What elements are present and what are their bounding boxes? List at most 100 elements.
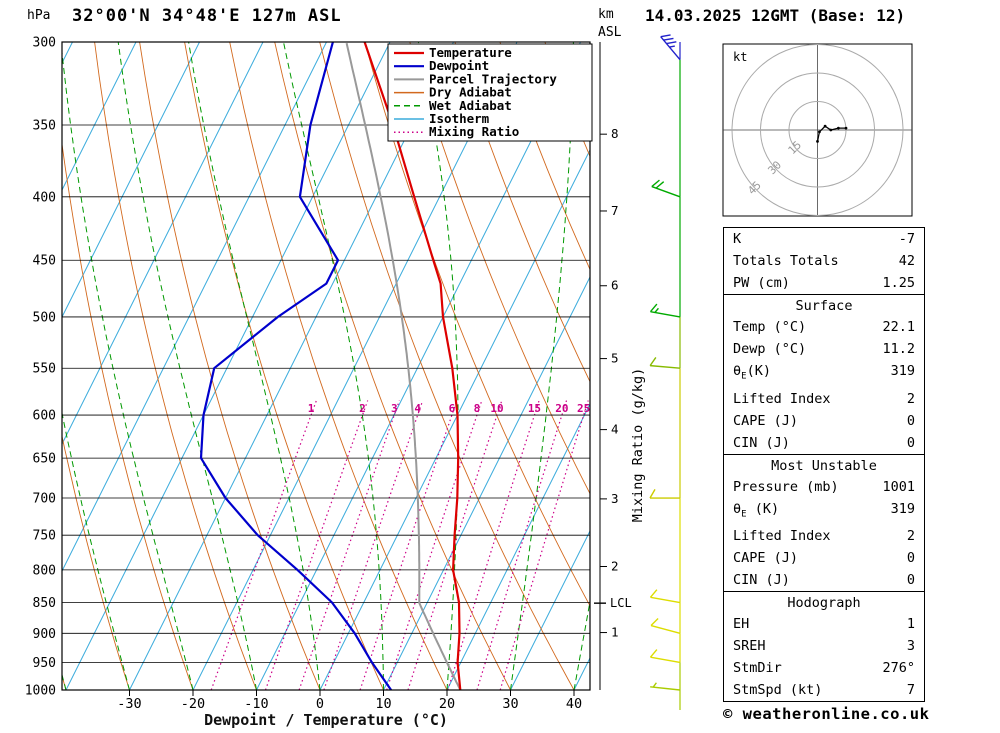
pressure-tick-label: 350 bbox=[33, 118, 56, 133]
table-row-value: 319 bbox=[890, 500, 915, 517]
table-row: EH 1 bbox=[724, 613, 924, 635]
isotherm-line bbox=[62, 42, 327, 573]
isotherm-line bbox=[192, 42, 518, 690]
pressure-tick-label: 400 bbox=[33, 190, 56, 205]
table-section-title: Surface bbox=[795, 298, 853, 314]
table-row: CIN (J) 0 bbox=[724, 432, 924, 454]
table-row: CIN (J) 0 bbox=[724, 569, 924, 591]
km-tick-label: 8 bbox=[611, 126, 619, 141]
table-row-label: Pressure (mb) bbox=[733, 478, 839, 495]
legend-label: Wet Adiabat bbox=[429, 98, 512, 113]
mixing-ratio-label: 2 bbox=[359, 402, 366, 415]
hodograph-ring bbox=[760, 72, 875, 188]
legend-label: Mixing Ratio bbox=[429, 124, 519, 139]
table-row-value: 7 bbox=[906, 682, 915, 699]
table-row-value: 276° bbox=[882, 660, 915, 677]
isotherm-line bbox=[446, 402, 590, 690]
table-row-label: EH bbox=[733, 616, 750, 633]
hodograph-trace-point bbox=[823, 124, 827, 128]
dry-adiabat-line bbox=[62, 434, 130, 690]
table-row-value: 0 bbox=[906, 412, 915, 429]
table-row-label: Dewp (°C) bbox=[733, 341, 807, 357]
pressure-tick-label: 300 bbox=[33, 36, 56, 51]
mixing-ratio-label: 15 bbox=[528, 402, 541, 415]
legend-label: Isotherm bbox=[429, 111, 490, 126]
table-row: CAPE (J) 0 bbox=[724, 547, 924, 569]
table-row: SREH 3 bbox=[724, 635, 924, 657]
temp-tick-label: 30 bbox=[502, 696, 518, 712]
table-row-value: 3 bbox=[906, 638, 915, 655]
table-row-label: CIN (J) bbox=[733, 572, 790, 589]
table-row-value: 1.25 bbox=[882, 275, 915, 291]
hodograph-unit-label: kt bbox=[733, 50, 747, 64]
wet-adiabat-line bbox=[62, 410, 130, 690]
table-row-label: PW (cm) bbox=[733, 275, 790, 291]
pressure-tick-label: 1000 bbox=[25, 684, 56, 699]
km-tick-label: 6 bbox=[611, 278, 619, 293]
wind-barb bbox=[650, 364, 681, 369]
temp-tick-label: 20 bbox=[439, 696, 455, 712]
sounding-profiles bbox=[199, 42, 462, 690]
table-row-label: SREH bbox=[733, 638, 766, 655]
table-row: Dewp (°C) 11.2 bbox=[724, 338, 924, 360]
pressure-tick-label: 850 bbox=[33, 596, 56, 611]
table-row-label: Totals Totals bbox=[733, 253, 839, 269]
isotherm-line bbox=[62, 42, 137, 192]
dry-adiabat-line bbox=[94, 42, 257, 690]
mixing-ratio-label: 10 bbox=[490, 402, 503, 415]
table-row-label: CIN (J) bbox=[733, 434, 790, 451]
indices-tables: K -7 Totals Totals 42 PW (cm) 1.25 Surface Temp… bbox=[723, 227, 925, 703]
table-row-label: CAPE (J) bbox=[733, 412, 799, 429]
table-row: θE(K) 319 bbox=[724, 360, 924, 388]
table-row: StmSpd (kt) 7 bbox=[724, 679, 924, 701]
table-row-value: 319 bbox=[890, 363, 915, 379]
table-row: θE (K) 319 bbox=[724, 498, 924, 526]
mixing-ratio-line bbox=[359, 400, 458, 690]
wind-barb bbox=[650, 686, 681, 691]
table-row: PW (cm) 1.25 bbox=[724, 272, 924, 294]
wind-barb bbox=[650, 596, 681, 604]
mixing-ratio-line bbox=[386, 400, 483, 690]
table-row-label: θE(K) bbox=[733, 363, 771, 382]
pressure-tick-label: 650 bbox=[33, 452, 56, 467]
table-row: Lifted Index 2 bbox=[724, 388, 924, 410]
km-tick-label: 5 bbox=[611, 351, 619, 366]
credit-link[interactable]: © weatheronline.co.uk bbox=[723, 705, 930, 723]
temp-tick-label: -10 bbox=[244, 696, 268, 712]
legend-label: Temperature bbox=[429, 45, 512, 60]
pressure-tick-label: 750 bbox=[33, 529, 56, 544]
pressure-tick-label: 900 bbox=[33, 627, 56, 642]
temp-tick-label: 10 bbox=[375, 696, 391, 712]
table-row-value: 42 bbox=[898, 253, 915, 269]
dry-adiabat-line bbox=[139, 42, 321, 690]
table-row: Temp (°C) 22.1 bbox=[724, 316, 924, 338]
pressure-tick-label: 700 bbox=[33, 492, 56, 507]
pressure-tick-label: 800 bbox=[33, 563, 56, 578]
table-row-label: Lifted Index bbox=[733, 528, 831, 545]
table-row: StmDir 276° bbox=[724, 657, 924, 679]
table-row-value: 2 bbox=[906, 390, 915, 407]
dry-adiabat-line bbox=[454, 42, 590, 383]
km-tick-label: 4 bbox=[611, 422, 619, 437]
table-row-label: StmSpd (kt) bbox=[733, 682, 823, 699]
hodograph-ring bbox=[788, 101, 847, 159]
mixing-ratio-label: 8 bbox=[474, 402, 481, 415]
table-row-value: 11.2 bbox=[882, 341, 915, 357]
table-row-label: K bbox=[733, 231, 742, 247]
pressure-axis-unit: hPa bbox=[27, 8, 51, 23]
table-row-label: Lifted Index bbox=[733, 390, 831, 407]
mixing-ratio-label: 20 bbox=[555, 402, 568, 415]
run-datetime: 14.03.2025 12GMT (Base: 12) bbox=[645, 6, 906, 25]
wet-adiabat-line bbox=[117, 42, 257, 690]
table-section-title: Most Unstable bbox=[771, 457, 877, 474]
pressure-tick-label: 550 bbox=[33, 362, 56, 377]
isotherm-line bbox=[65, 42, 391, 690]
lcl-label: LCL bbox=[610, 596, 632, 610]
mixing-ratio-line bbox=[210, 400, 317, 690]
wind-barb-column bbox=[649, 34, 681, 710]
pressure-tick-label: 500 bbox=[33, 310, 56, 325]
